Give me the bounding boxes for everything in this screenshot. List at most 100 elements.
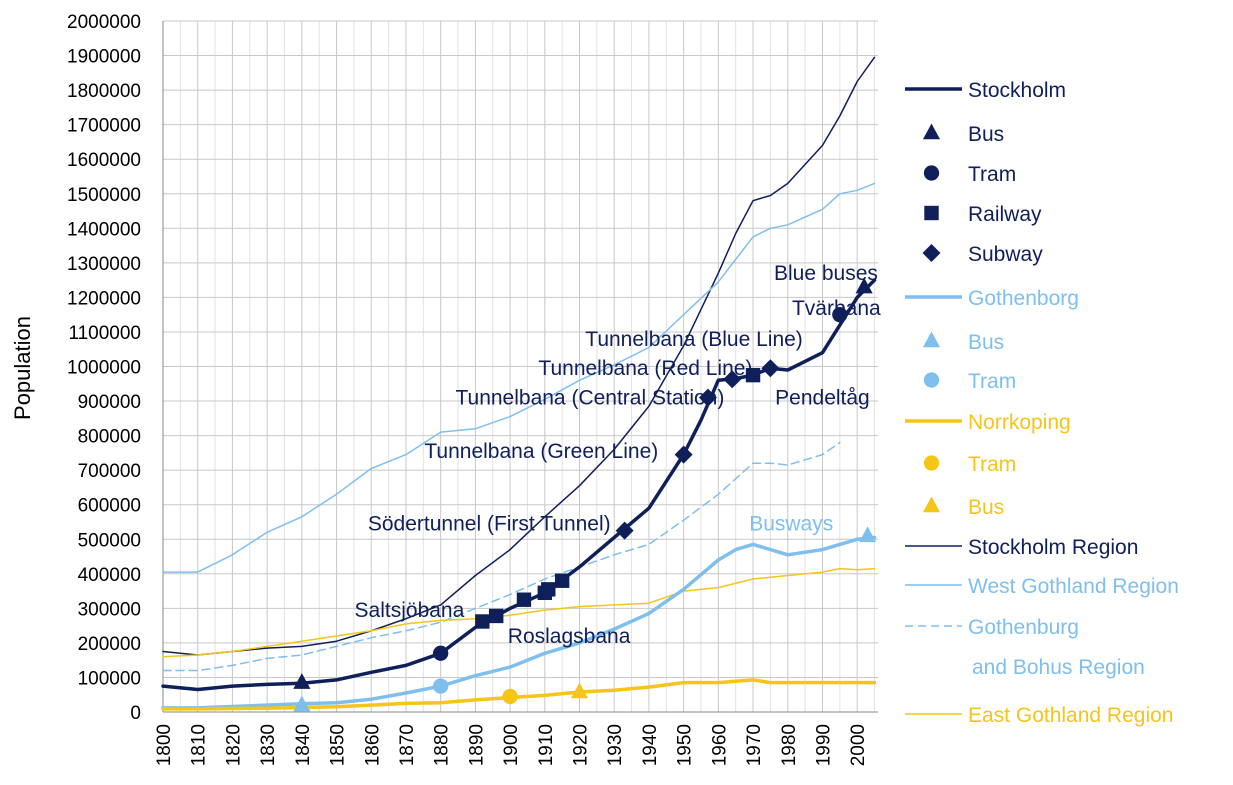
legend-label: Stockholm Region xyxy=(968,536,1138,559)
series-lines xyxy=(161,56,877,711)
series-east-gothland-region xyxy=(162,567,876,658)
legend-item: Tram xyxy=(923,163,1016,186)
x-tick-label: 1970 xyxy=(744,724,765,766)
y-tick-label: 1900000 xyxy=(67,47,141,68)
legend-label: Bus xyxy=(968,331,1004,354)
x-tick-label: 1930 xyxy=(605,724,626,766)
marker-gothenborg-bus xyxy=(293,695,311,712)
marker-stockholm-subway xyxy=(674,445,693,464)
y-tick-label: 1500000 xyxy=(67,185,141,206)
x-tick-label: 1830 xyxy=(258,724,279,766)
annotation-label: Södertunnel (First Tunnel) xyxy=(368,513,611,536)
legend-label: Bus xyxy=(968,123,1004,146)
legend-item: Bus xyxy=(922,496,1004,519)
y-tick-label: 300000 xyxy=(78,599,141,620)
y-tick-label: 100000 xyxy=(78,668,141,689)
legend-label: West Gothland Region xyxy=(968,575,1179,598)
y-tick-label: 900000 xyxy=(78,392,141,413)
x-tick-label: 1890 xyxy=(466,724,487,766)
annotation-label: Blue buses xyxy=(774,262,878,285)
x-tick-label: 1940 xyxy=(640,724,661,766)
marker-stockholm-subway xyxy=(698,388,717,407)
legend-label: Gothenborg xyxy=(968,287,1079,310)
circle-icon xyxy=(923,372,940,388)
triangle-icon xyxy=(922,331,941,348)
series-markers xyxy=(293,277,877,712)
series-gothenborg xyxy=(161,535,877,710)
y-axis-label: Population xyxy=(10,316,35,420)
y-tick-label: 1000000 xyxy=(67,358,141,379)
annotation-label: Tunnelbana (Red Line) xyxy=(538,357,752,380)
legend-item: East Gothland Region xyxy=(905,704,1173,727)
annotation-label: Tunnelbana (Central Station) xyxy=(455,387,724,410)
marker-stockholm-railway xyxy=(475,614,490,629)
legend-item: Bus xyxy=(922,331,1004,354)
marker-stockholm-bus xyxy=(855,277,873,294)
legend-label: Subway xyxy=(968,243,1043,266)
x-tick-label: 1840 xyxy=(293,724,314,766)
legend-label: Stockholm xyxy=(968,79,1066,102)
legend-item: Norrkoping xyxy=(905,411,1071,434)
marker-stockholm-railway xyxy=(541,582,556,597)
legend-label: Tram xyxy=(968,453,1016,476)
y-tick-label: 2000000 xyxy=(67,12,141,33)
marker-stockholm-tram xyxy=(832,307,848,323)
y-tick-label: 1700000 xyxy=(67,116,141,137)
legend-label: Bus xyxy=(968,496,1004,519)
legend-item: West Gothland Region xyxy=(905,575,1179,598)
y-tick-label: 700000 xyxy=(78,461,141,482)
legend: Stockholm Bus Tram Railway Subway Gothenborg B… xyxy=(905,79,1179,727)
y-tick-label: 1600000 xyxy=(67,150,141,171)
square-icon xyxy=(924,205,939,221)
marker-stockholm-railway xyxy=(554,573,570,588)
x-tick-label: 1910 xyxy=(536,724,557,766)
marker-stockholm-bus xyxy=(293,673,311,689)
y-tick-label: 1200000 xyxy=(67,288,141,309)
legend-item: Gothenburg and Bohus Region xyxy=(905,616,1145,679)
marker-stockholm-railway xyxy=(516,592,532,607)
series-norrkoping xyxy=(161,678,877,711)
x-tick-label: 1900 xyxy=(501,724,522,766)
x-tick-label: 1810 xyxy=(189,724,210,766)
legend-label: East Gothland Region xyxy=(968,704,1173,727)
legend-label: Tram xyxy=(968,163,1016,186)
triangle-icon xyxy=(922,496,941,513)
marker-stockholm-railway xyxy=(745,367,761,383)
legend-item: Gothenborg xyxy=(905,287,1079,310)
legend-label: Railway xyxy=(968,203,1042,226)
circle-icon xyxy=(923,165,940,181)
legend-item: Subway xyxy=(922,243,1043,266)
legend-item: Bus xyxy=(922,123,1004,146)
marker-norrkoping-tram xyxy=(502,688,518,705)
annotations: Blue buses Tvärbana Tunnelbana (Blue Line)… xyxy=(355,262,881,648)
x-tick-label: 1870 xyxy=(397,724,418,766)
y-tick-label: 1400000 xyxy=(67,219,141,240)
series-stockholm-region xyxy=(162,56,876,656)
x-tick-labels: 1800 1810 1820 1830 1840 1850 1860 1870 1880 1890… xyxy=(154,724,869,766)
annotation-label: Saltsjöbana xyxy=(355,599,465,622)
legend-label: Norrkoping xyxy=(968,411,1071,434)
marker-gothenborg-tram xyxy=(433,678,449,694)
x-tick-label: 1950 xyxy=(675,724,696,766)
legend-label: Gothenburg xyxy=(968,616,1079,639)
annotation-label: Tunnelbana (Blue Line) xyxy=(585,328,803,351)
legend-item: Tram xyxy=(923,370,1016,393)
legend-label-line2: and Bohus Region xyxy=(972,656,1145,679)
legend-item: Railway xyxy=(924,203,1042,226)
x-tick-label: 1980 xyxy=(779,724,800,766)
legend-item: Tram xyxy=(923,453,1016,476)
legend-item: Stockholm Region xyxy=(905,536,1138,559)
x-tick-label: 1960 xyxy=(709,724,730,766)
y-tick-label: 0 xyxy=(130,703,141,724)
x-tick-label: 1860 xyxy=(362,724,383,766)
y-tick-label: 800000 xyxy=(78,427,141,448)
x-tick-label: 2000 xyxy=(848,724,869,766)
annotation-label: Tvärbana xyxy=(792,297,881,320)
x-tick-label: 1990 xyxy=(813,724,834,766)
series-gothenburg-and-bohus-region xyxy=(162,441,841,672)
legend-label: Tram xyxy=(968,370,1016,393)
circle-icon xyxy=(923,455,940,471)
legend-item: Stockholm xyxy=(905,79,1066,102)
marker-stockholm-tram xyxy=(433,645,449,661)
